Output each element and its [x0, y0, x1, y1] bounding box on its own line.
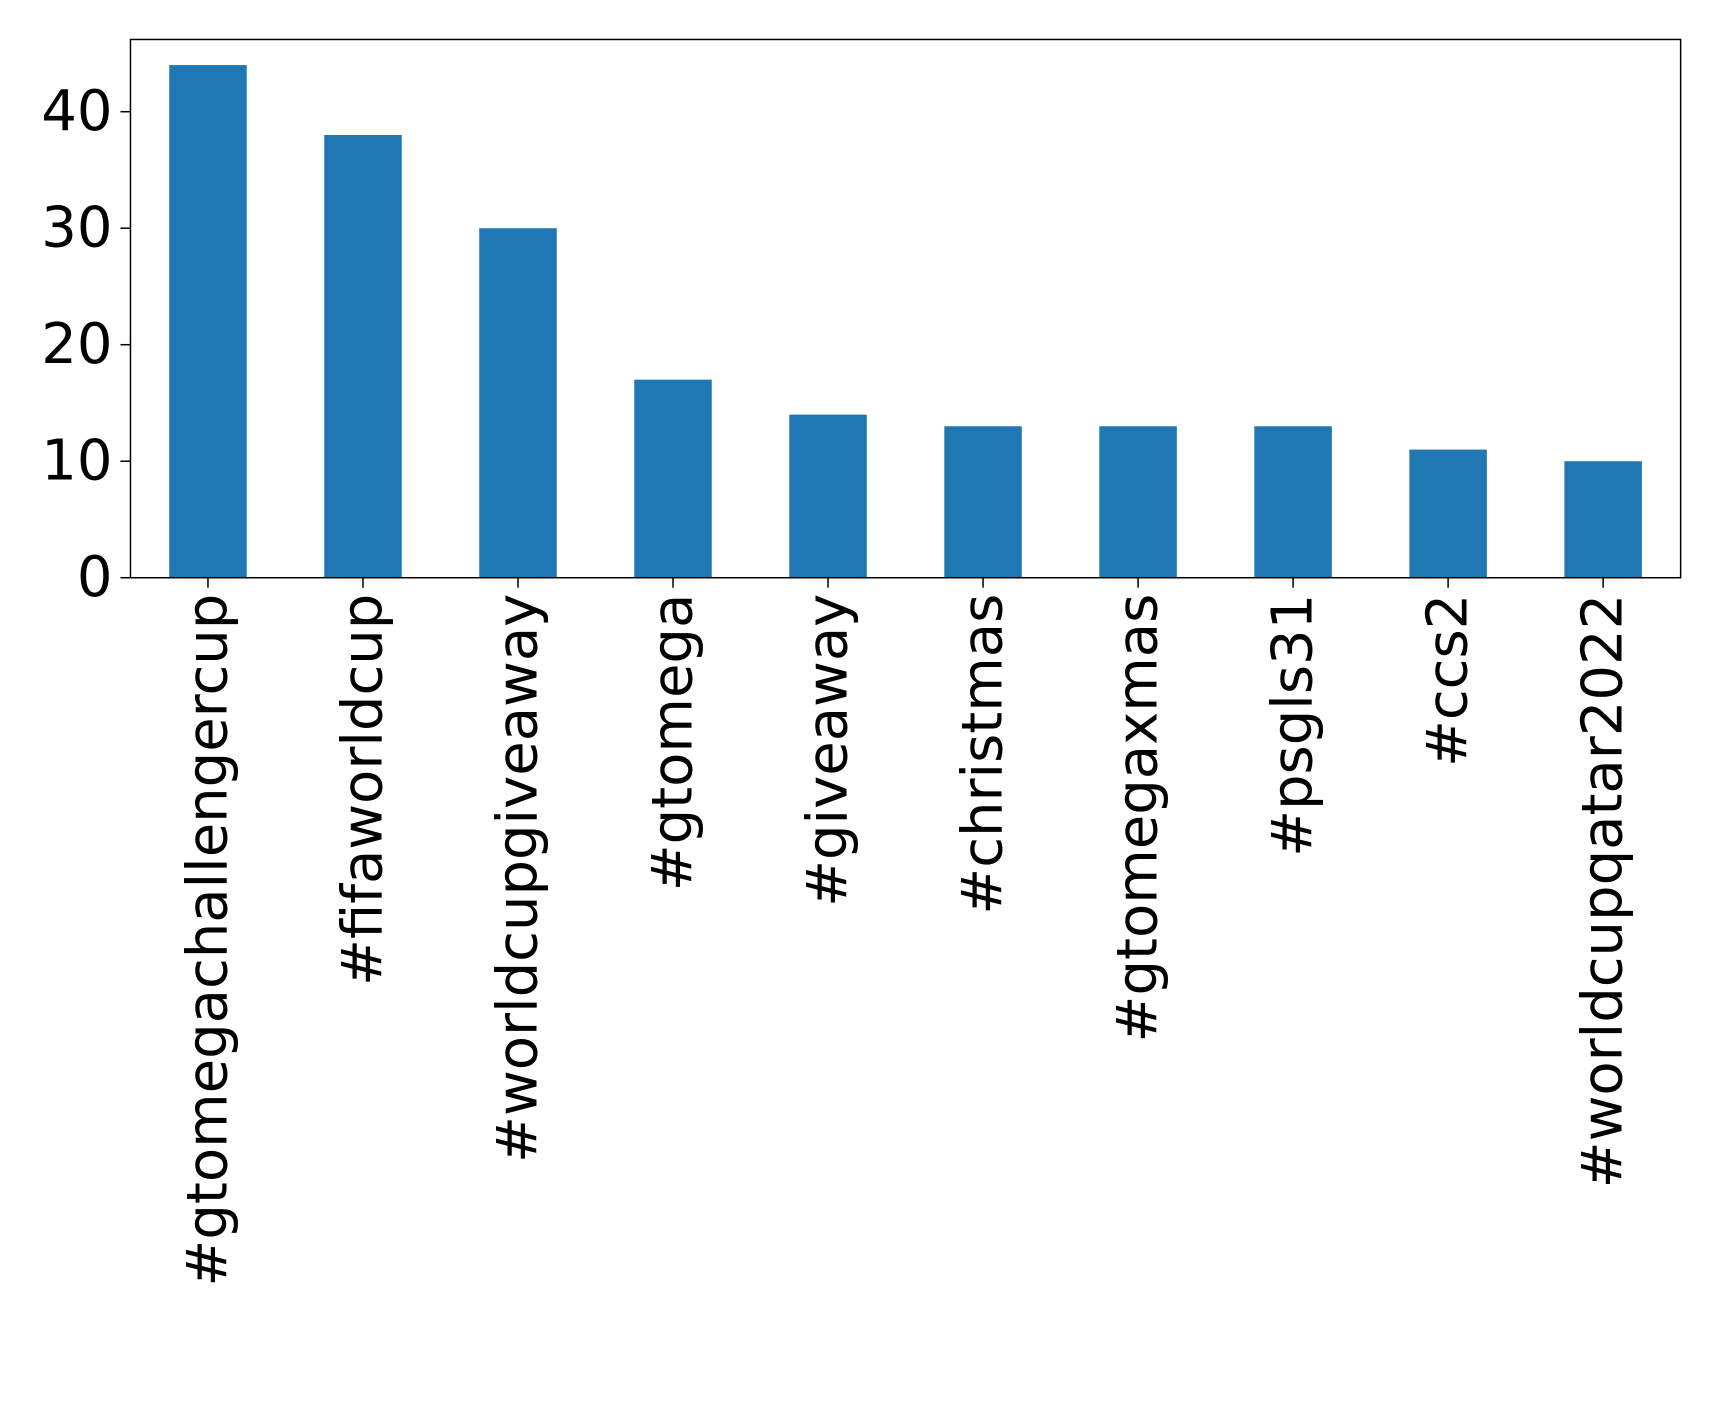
bar-gtomegachallengercup: [169, 65, 247, 578]
x-tick-label: #gtomegachallengercup: [175, 594, 240, 1287]
x-tick-label: #psgls31: [1261, 594, 1326, 857]
bar-gtomega: [634, 379, 712, 578]
x-tick-label: #worldcupqatar2022: [1571, 594, 1636, 1189]
bars-group: [169, 65, 1642, 578]
x-tick-label: #fifaworldcup: [330, 594, 395, 986]
bar-worldcupgiveaway: [479, 228, 557, 578]
x-tick-label: #worldcupgiveaway: [486, 594, 551, 1163]
y-tick-label: 40: [41, 79, 112, 144]
bar-worldcupqatar2022: [1564, 461, 1642, 578]
x-tick-label: #gtomegaxmas: [1106, 594, 1171, 1043]
y-tick-label: 0: [77, 545, 113, 610]
y-tick-label: 20: [41, 312, 112, 377]
y-axis-ticks: 0 10 20 30 40: [41, 79, 131, 610]
bar-christmas: [944, 426, 1022, 578]
plot-frame: [129, 38, 1682, 579]
bar-ccs2: [1409, 449, 1487, 578]
bar-giveaway: [789, 414, 867, 578]
bar-gtomegaxmas: [1099, 426, 1177, 578]
bar-fifaworldcup: [324, 134, 402, 578]
bar-psgls31: [1254, 426, 1332, 578]
x-axis-ticks: #gtomegachallengercup #fifaworldcup #world…: [175, 577, 1636, 1287]
y-tick-label: 10: [41, 429, 112, 494]
x-tick-label: #gtomega: [641, 594, 706, 892]
y-tick-label: 30: [41, 196, 112, 261]
x-tick-label: #ccs2: [1416, 594, 1481, 767]
x-tick-label: #christmas: [951, 594, 1016, 915]
x-tick-label: #giveaway: [796, 594, 861, 907]
